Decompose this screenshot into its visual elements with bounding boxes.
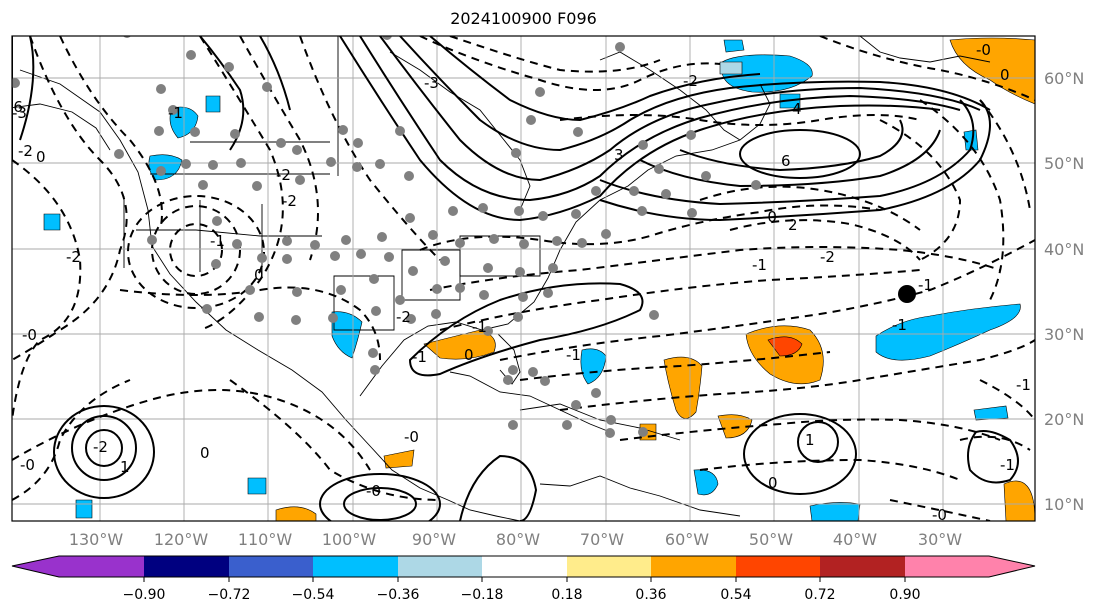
contour-label: -0 — [366, 482, 381, 500]
colorbar-segment — [567, 556, 651, 577]
colorbar-segment — [398, 556, 482, 577]
contour-label: -1 — [566, 346, 581, 364]
contour-labels: -3 -6 -2 0 -2 -1 0 -2 -1 -0 -2 -1 -0 0 -… — [8, 41, 1031, 524]
contour-label: -1 — [472, 318, 487, 336]
lon-tick-label: 100°W — [322, 530, 377, 549]
colorbar-label: −0.72 — [208, 587, 251, 603]
colorbar-segment — [229, 556, 313, 577]
colorbar: −0.90 −0.72 −0.54 −0.36 −0.18 0.18 0.36 … — [11, 555, 1036, 603]
lat-tick-label: 30°N — [1044, 325, 1084, 344]
lat-tick-labels: 60°N 50°N 40°N 30°N 20°N 10°N — [1044, 69, 1084, 514]
colorbar-segment — [905, 556, 989, 577]
contour-label: 0 — [200, 444, 210, 462]
contour-label: 1 — [120, 458, 130, 476]
contour-label: -1 — [892, 316, 907, 334]
lon-tick-label: 60°W — [665, 530, 709, 549]
gridlines — [12, 36, 1035, 521]
colorbar-label: 0.18 — [551, 587, 582, 603]
contour-label: -0 — [932, 506, 947, 524]
contour-label: 0 — [464, 346, 474, 364]
contour-label: -2 — [820, 248, 835, 266]
colorbar-label: −0.54 — [292, 587, 335, 603]
colorbar-segment — [651, 556, 736, 577]
contour-label: -3 — [424, 74, 439, 92]
contour-label: -2 — [66, 248, 81, 266]
colorbar-segment — [313, 556, 398, 577]
contour-label: -3 — [12, 104, 27, 122]
contour-label: 4 — [792, 100, 802, 118]
contour-label: 0 — [254, 266, 264, 284]
contour-label: -2 — [18, 142, 33, 160]
colorbar-segment — [482, 556, 567, 577]
contour-label: -2 — [276, 166, 291, 184]
colorbar-extend-min — [12, 556, 59, 577]
colorbar-extend-max — [989, 556, 1035, 577]
station-dots — [12, 36, 761, 438]
contour-label: -1 — [168, 104, 183, 122]
contour-label: 2 — [788, 216, 798, 234]
lat-tick-label: 10°N — [1044, 495, 1084, 514]
contour-label: -6 — [8, 98, 23, 116]
lon-tick-label: 130°W — [69, 530, 124, 549]
lat-tick-label: 60°N — [1044, 69, 1084, 88]
contour-label: -2 — [282, 192, 297, 210]
colorbar-segment — [144, 556, 229, 577]
contour-label: -1 — [752, 256, 767, 274]
colorbar-segment — [59, 556, 144, 577]
contour-label: 0 — [1000, 66, 1010, 84]
lon-tick-label: 30°W — [918, 530, 962, 549]
contour-label: -1 — [918, 276, 933, 294]
colorbar-label: −0.36 — [377, 587, 420, 603]
lat-tick-label: 20°N — [1044, 410, 1084, 429]
point-marker — [898, 285, 916, 303]
contour-label: -0 — [762, 208, 777, 226]
contour-label: -1 — [412, 348, 427, 366]
contour-label: -0 — [20, 456, 35, 474]
contour-label: 1 — [805, 431, 815, 449]
colorbar-segment — [736, 556, 820, 577]
lat-tick-label: 50°N — [1044, 154, 1084, 173]
contour-label: -0 — [22, 326, 37, 344]
contour-label: 6 — [781, 152, 791, 170]
lon-tick-label: 50°W — [749, 530, 793, 549]
figure-title: 2024100900 F096 — [450, 9, 597, 28]
colorbar-label: 0.90 — [889, 587, 920, 603]
negative-contours — [12, 36, 1035, 521]
map-frame — [11, 35, 1036, 522]
map-panel: -3 -6 -2 0 -2 -1 0 -2 -1 -0 -2 -1 -0 0 -… — [8, 35, 1036, 524]
colorbar-label: 0.54 — [720, 587, 751, 603]
colorbar-segment — [820, 556, 905, 577]
contour-label: 0 — [36, 148, 46, 166]
contour-label: -1 — [210, 232, 225, 250]
contour-label: -0 — [404, 428, 419, 446]
lon-tick-labels: 130°W 120°W 110°W 100°W 90°W 80°W 70°W 6… — [69, 530, 962, 549]
lon-tick-label: 110°W — [238, 530, 293, 549]
colorbar-label: −0.18 — [461, 587, 504, 603]
lon-tick-label: 70°W — [580, 530, 624, 549]
lon-tick-label: 80°W — [496, 530, 540, 549]
colorbar-label: 0.72 — [804, 587, 835, 603]
contour-label: -2 — [683, 72, 698, 90]
contour-label: 3 — [614, 146, 624, 164]
lon-tick-label: 120°W — [154, 530, 209, 549]
contour-label: -2 — [396, 308, 411, 326]
positive-contours — [12, 36, 1019, 521]
lon-tick-label: 40°W — [833, 530, 877, 549]
contour-label: -2 — [93, 438, 108, 456]
contour-label: -1 — [1000, 456, 1015, 474]
lon-tick-label: 90°W — [412, 530, 456, 549]
contour-label: -1 — [1016, 376, 1031, 394]
colorbar-label: 0.36 — [635, 587, 666, 603]
contour-label: 0 — [768, 474, 778, 492]
contour-label: -0 — [976, 41, 991, 59]
lat-tick-label: 40°N — [1044, 240, 1084, 259]
colorbar-label: −0.90 — [123, 587, 166, 603]
